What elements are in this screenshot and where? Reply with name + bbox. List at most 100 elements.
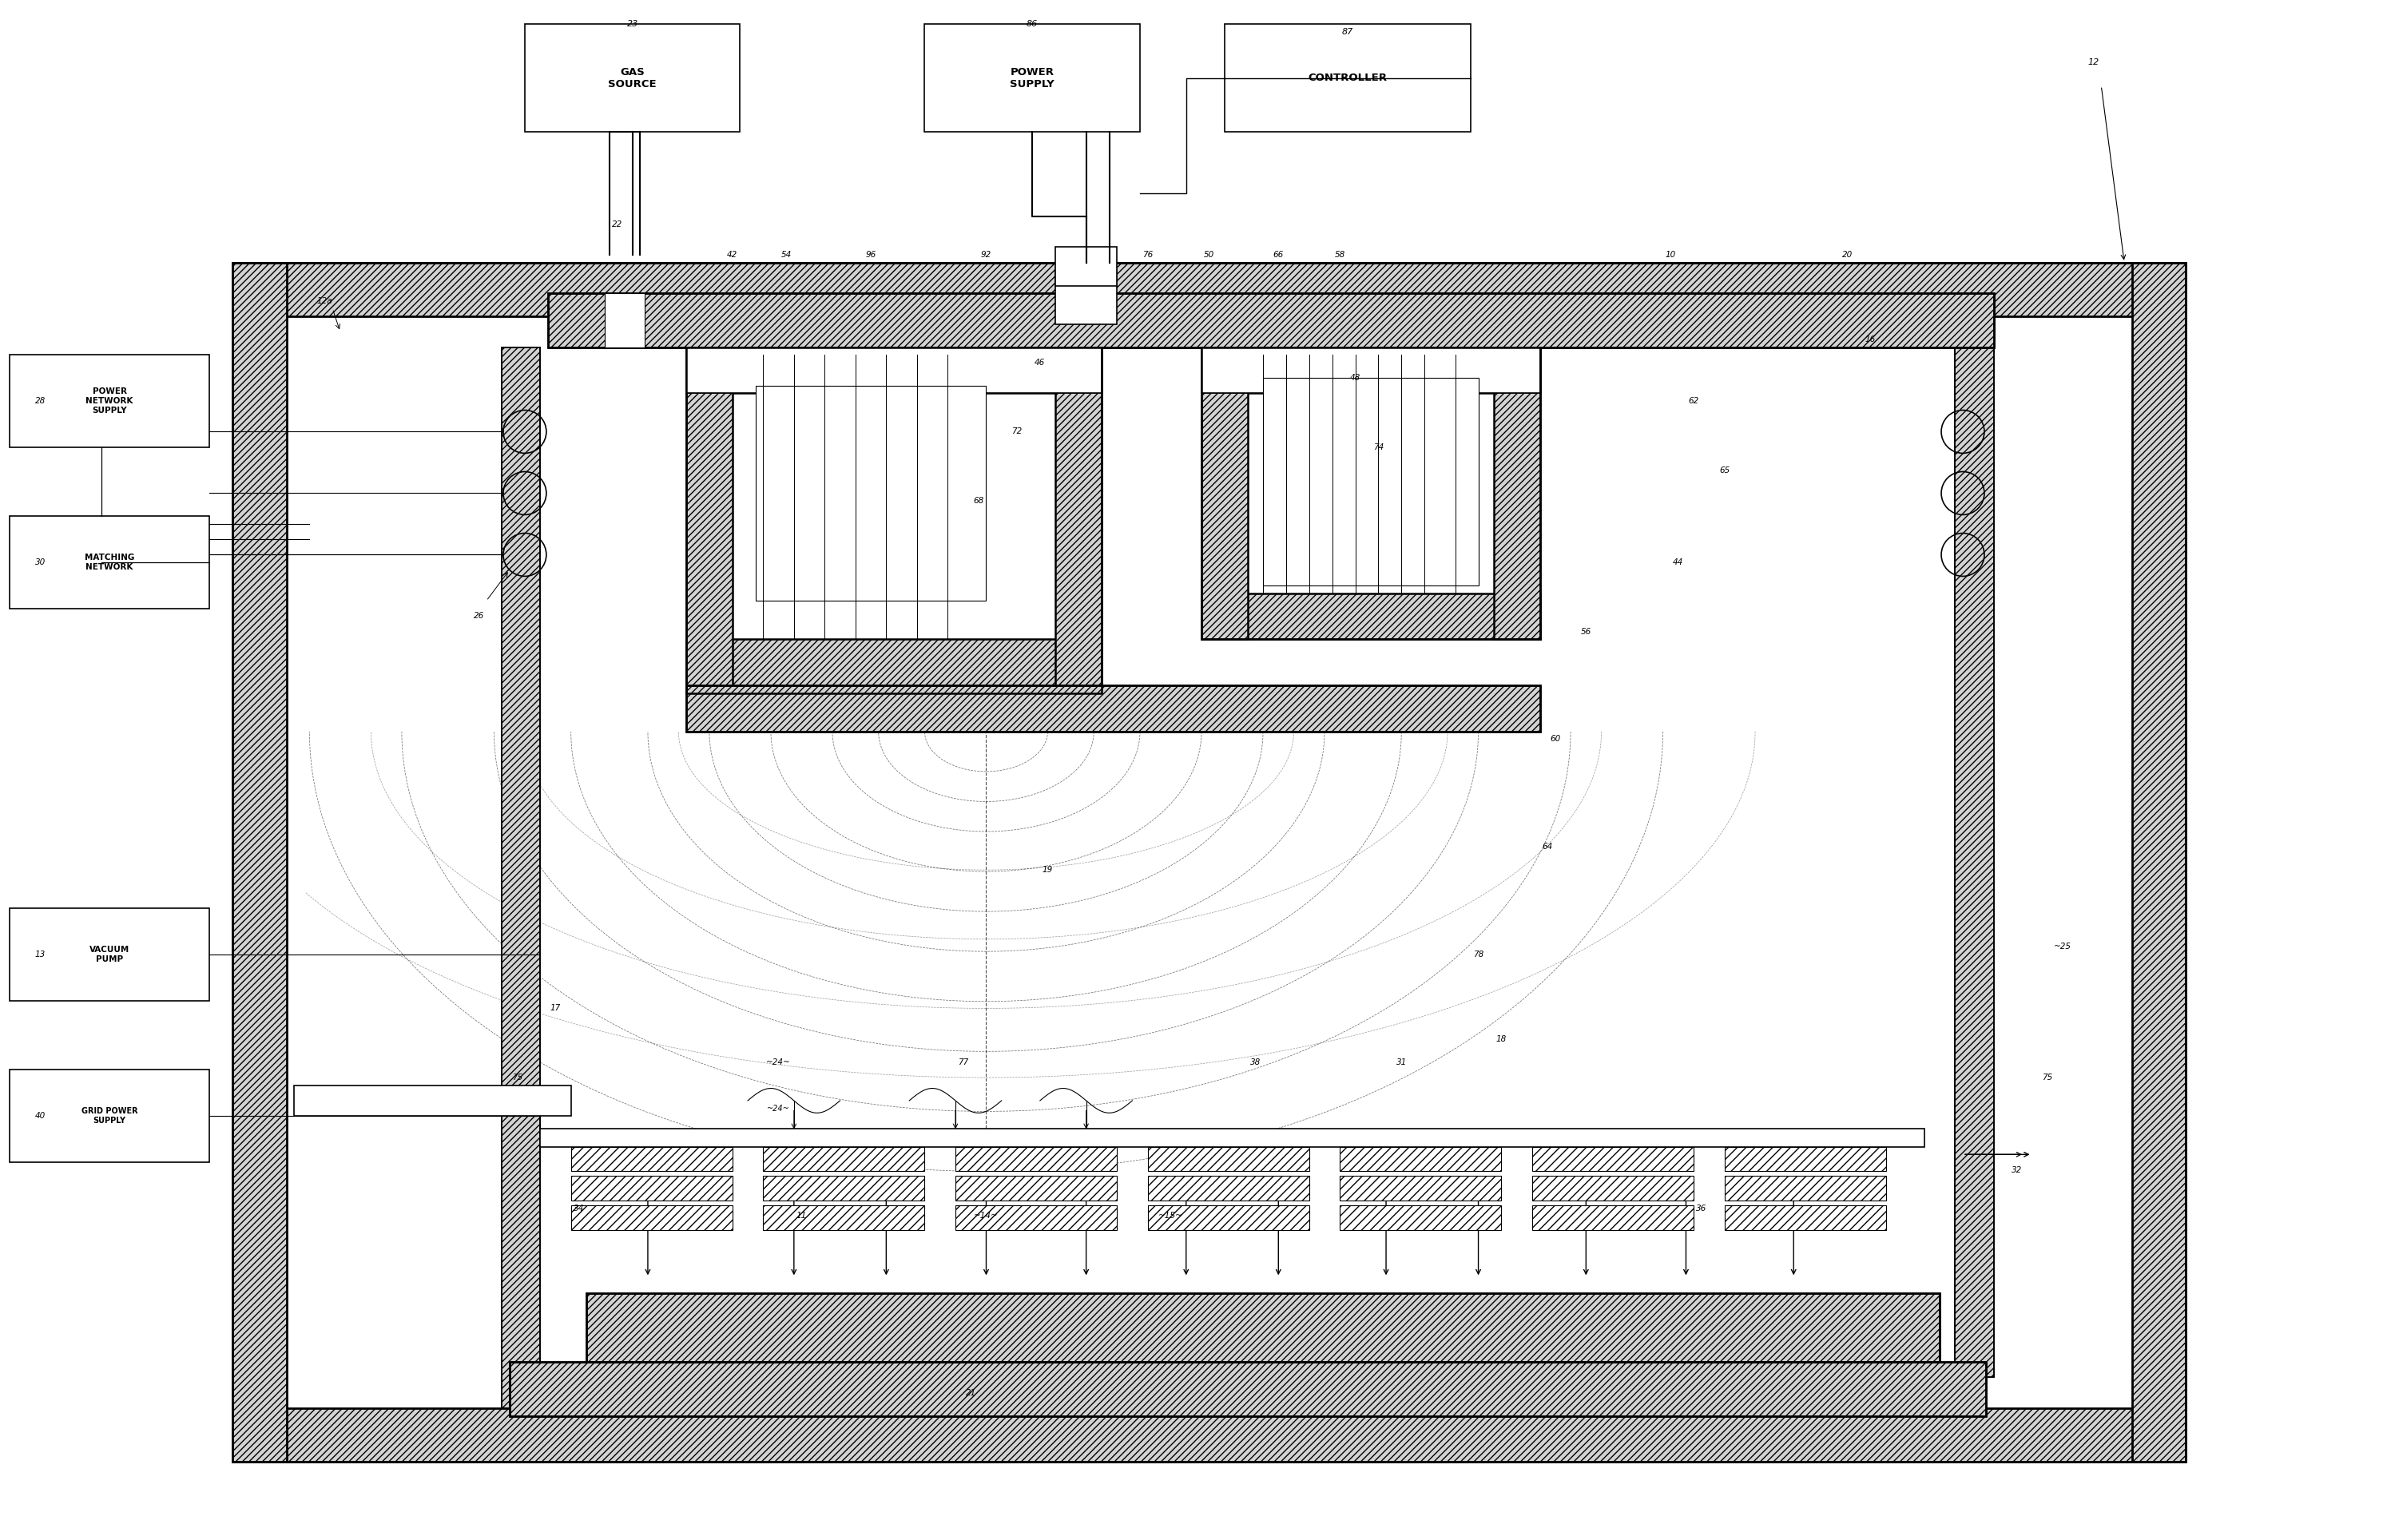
Bar xyxy=(956,1206,1118,1230)
Text: 65: 65 xyxy=(1718,467,1730,474)
Bar xyxy=(234,1408,2185,1461)
Bar xyxy=(1532,1147,1694,1172)
Bar xyxy=(234,262,2185,316)
Text: ~15~: ~15~ xyxy=(1158,1212,1182,1220)
Bar xyxy=(572,1206,732,1230)
Text: 31: 31 xyxy=(1396,1058,1406,1066)
Bar xyxy=(1201,347,1539,393)
Bar xyxy=(956,1177,1118,1201)
Text: 13: 13 xyxy=(36,950,45,958)
Text: ~24~: ~24~ xyxy=(767,1058,791,1066)
Bar xyxy=(586,1294,1940,1361)
Text: 54: 54 xyxy=(782,251,791,259)
Text: 72: 72 xyxy=(1013,428,1022,436)
Text: 92: 92 xyxy=(982,251,991,259)
Bar xyxy=(234,262,286,1461)
Text: 16: 16 xyxy=(1866,336,1875,343)
Text: 20: 20 xyxy=(1842,251,1852,259)
Text: 32: 32 xyxy=(2011,1166,2021,1173)
Bar xyxy=(686,347,1101,693)
Bar xyxy=(956,1147,1118,1172)
Text: 34: 34 xyxy=(574,1204,584,1212)
Text: 40: 40 xyxy=(36,1112,45,1120)
Bar xyxy=(1149,1147,1308,1172)
Bar xyxy=(10,354,210,447)
Bar xyxy=(1725,1147,1885,1172)
Text: 44: 44 xyxy=(1673,559,1682,567)
Bar xyxy=(548,293,1995,347)
Bar xyxy=(541,1129,1925,1147)
Text: 62: 62 xyxy=(1690,397,1699,405)
Bar xyxy=(510,1361,1985,1415)
Text: MATCHING
NETWORK: MATCHING NETWORK xyxy=(86,554,133,571)
Bar xyxy=(10,909,210,1001)
Text: POWER
SUPPLY: POWER SUPPLY xyxy=(1010,66,1056,89)
Bar xyxy=(686,347,1101,393)
Bar xyxy=(1056,270,1118,323)
Text: 50: 50 xyxy=(1203,251,1215,259)
Bar xyxy=(1954,347,1995,1377)
Bar xyxy=(1201,347,1539,639)
Bar xyxy=(2133,262,2185,1461)
Bar xyxy=(686,685,1539,732)
Text: 22: 22 xyxy=(612,220,622,228)
Text: 78: 78 xyxy=(1473,950,1485,958)
Text: 46: 46 xyxy=(1034,359,1046,367)
Bar xyxy=(1201,593,1539,639)
Bar xyxy=(763,1206,925,1230)
Bar xyxy=(763,1177,925,1201)
Bar xyxy=(548,293,1995,347)
Text: 17: 17 xyxy=(550,1004,560,1012)
Bar xyxy=(234,262,2185,1461)
Bar xyxy=(10,516,210,608)
Bar xyxy=(1532,1177,1694,1201)
Text: 11: 11 xyxy=(796,1212,808,1220)
Text: 10: 10 xyxy=(1666,251,1675,259)
Bar xyxy=(510,1361,1985,1415)
Bar xyxy=(1725,1177,1885,1201)
Text: 58: 58 xyxy=(1334,251,1346,259)
Text: 42: 42 xyxy=(727,251,739,259)
Bar xyxy=(1494,347,1539,639)
Text: 87: 87 xyxy=(1342,28,1354,35)
Bar xyxy=(572,1147,732,1172)
Bar xyxy=(10,1070,210,1163)
Text: ~25: ~25 xyxy=(2054,942,2071,950)
Text: 26: 26 xyxy=(474,613,484,621)
Bar xyxy=(524,25,741,132)
Text: 12a: 12a xyxy=(317,297,334,305)
Text: 76: 76 xyxy=(1141,251,1153,259)
Bar xyxy=(1954,347,1995,1377)
Text: 77: 77 xyxy=(958,1058,967,1066)
Bar xyxy=(686,347,1101,393)
Bar xyxy=(572,1177,732,1201)
Bar xyxy=(1201,347,1539,393)
Text: 36: 36 xyxy=(1697,1204,1706,1212)
Bar xyxy=(1056,246,1118,285)
Text: 21: 21 xyxy=(965,1389,977,1397)
Text: CONTROLLER: CONTROLLER xyxy=(1308,72,1387,83)
Bar xyxy=(605,293,646,347)
Text: 86: 86 xyxy=(1027,20,1039,28)
Bar xyxy=(1201,347,1249,639)
Text: 19: 19 xyxy=(1041,865,1053,873)
Text: 18: 18 xyxy=(1497,1035,1506,1043)
Text: ~14~: ~14~ xyxy=(975,1212,998,1220)
Bar xyxy=(1263,377,1477,585)
Bar xyxy=(686,347,732,693)
Text: 75: 75 xyxy=(512,1073,522,1081)
Bar xyxy=(586,1294,1940,1361)
Text: ~24~: ~24~ xyxy=(767,1104,791,1112)
Text: 38: 38 xyxy=(1251,1058,1261,1066)
Text: POWER
NETWORK
SUPPLY: POWER NETWORK SUPPLY xyxy=(86,388,133,414)
Bar xyxy=(1225,25,1470,132)
Bar xyxy=(686,639,1101,693)
Text: 28: 28 xyxy=(36,397,45,405)
Text: 30: 30 xyxy=(36,559,45,567)
Bar xyxy=(1532,1206,1694,1230)
Bar xyxy=(1149,1206,1308,1230)
Text: 23: 23 xyxy=(627,20,639,28)
Bar xyxy=(763,1147,925,1172)
Text: 66: 66 xyxy=(1273,251,1284,259)
Bar xyxy=(503,347,541,1408)
